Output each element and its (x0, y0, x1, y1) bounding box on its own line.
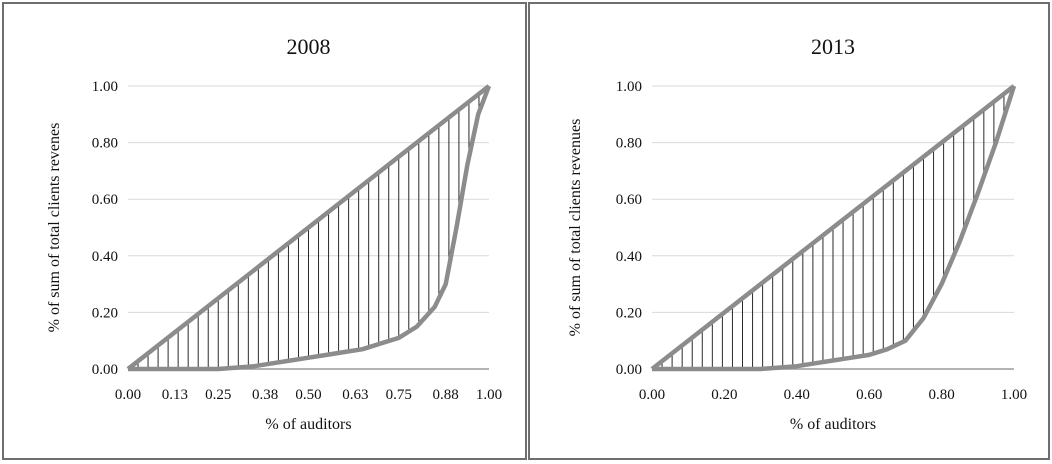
x-tick-label: 0.20 (711, 387, 737, 403)
chart-title: 2008 (287, 34, 331, 59)
y-tick-label: 1.00 (616, 79, 642, 95)
chart-2008-svg: 2008 0.00 0.20 0.40 0.60 0.80 1.00 0.00 0.13 0.25… (46, 34, 502, 433)
y-tick-label: 0.60 (92, 192, 118, 208)
chart-panel-2008: 2008 0.00 0.20 0.40 0.60 0.80 1.00 0.00 0.13 0.25… (2, 2, 527, 460)
chart-panel-2013: 2013 0.00 0.20 0.40 0.60 0.80 1.00 0.00 0.20 0.40… (528, 2, 1050, 460)
x-tick-label: 1.00 (476, 387, 502, 403)
lorenz-curve (652, 85, 1017, 372)
x-tick-label: 0.80 (928, 387, 954, 403)
x-tick-label: 0.50 (295, 387, 321, 403)
y-tick-label: 0.40 (92, 249, 118, 265)
y-axis-title: % of sum of total clients revenes (46, 123, 63, 333)
chart-2013-svg: 2013 0.00 0.20 0.40 0.60 0.80 1.00 0.00 0.20 0.40… (567, 34, 1027, 433)
x-tick-label: 0.00 (639, 387, 665, 403)
x-tick-label: 0.63 (342, 387, 368, 403)
y-tick-label: 0.00 (616, 362, 642, 378)
y-tick-label: 0.00 (92, 362, 118, 378)
x-tick-label: 0.25 (205, 387, 231, 403)
y-tick-label: 1.00 (92, 79, 118, 95)
y-tick-label: 0.40 (616, 249, 642, 265)
y-tick-label: 0.80 (92, 136, 118, 152)
y-tick-label: 0.20 (616, 305, 642, 321)
equality-line (126, 84, 491, 371)
x-axis-title: % of auditors (265, 416, 351, 433)
y-tick-label: 0.60 (616, 192, 642, 208)
equality-line (650, 84, 1016, 371)
x-axis-title: % of auditors (790, 416, 876, 433)
y-tick-label: 0.20 (92, 305, 118, 321)
lorenz-curve (128, 85, 492, 372)
x-tick-label: 1.00 (1001, 387, 1027, 403)
x-tick-label: 0.40 (784, 387, 810, 403)
y-tick-label: 0.80 (616, 136, 642, 152)
x-tick-label: 0.38 (252, 387, 278, 403)
x-tick-label: 0.13 (162, 387, 188, 403)
x-tick-label: 0.60 (856, 387, 882, 403)
x-tick-label: 0.00 (115, 387, 141, 403)
x-tick-label: 0.88 (433, 387, 459, 403)
y-axis-title: % of sum of total clients revenues (567, 119, 584, 337)
x-tick-label: 0.75 (386, 387, 412, 403)
chart-title: 2013 (811, 34, 855, 59)
